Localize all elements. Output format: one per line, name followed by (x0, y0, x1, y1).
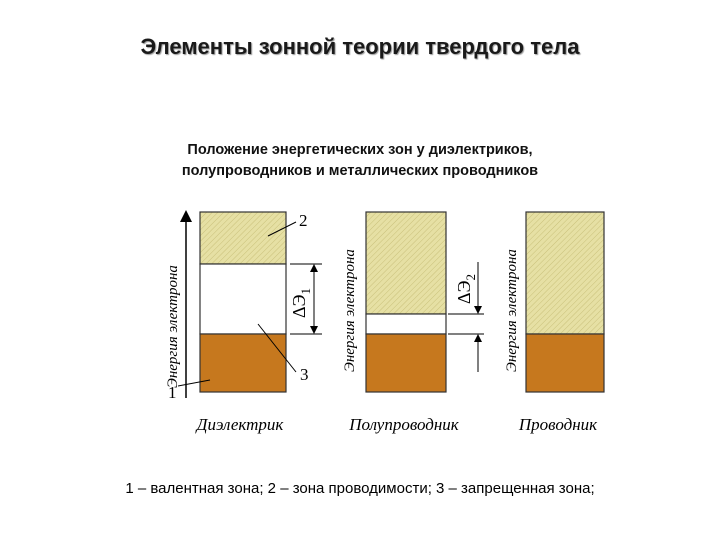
conduction-band-dielectric (199, 211, 287, 265)
gap-label-semiconductor: ΔЭ2 (454, 274, 478, 304)
legend-text: 1 – валентная зона; 2 – зона проводимост… (125, 480, 595, 497)
dielectric-diagram: Энергия электрона ΔЭ1 2 3 1 Диэлектрик (165, 210, 322, 434)
callout-leader-1 (177, 379, 211, 387)
diagram-subtitle: Положение энергетических зон у диэлектри… (90, 140, 630, 182)
callout-leader-3 (257, 323, 297, 373)
caption-dielectric: Диэлектрик (195, 415, 285, 434)
gap-symbol: ΔЭ (454, 280, 474, 304)
gap-subscript: 2 (463, 274, 478, 281)
conduction-band-semiconductor (365, 211, 447, 315)
caption-conductor: Проводник (518, 415, 598, 434)
gap-subscript: 1 (298, 288, 313, 295)
caption-semiconductor: Полупроводник (348, 415, 460, 434)
subtitle-line-2: полупроводников и металлических проводни… (181, 163, 539, 179)
subtitle-line-1: Положение энергетических зон у диэлектри… (187, 142, 533, 158)
conductor-diagram: Энергия электрона Проводник (504, 211, 605, 434)
energy-axis-label: Энергия электрона (504, 249, 520, 372)
gap-arrowhead-down (310, 326, 318, 334)
energy-axis-label: Энергия электрона (165, 265, 181, 388)
page-title: Элементы зонной теории твердого тела (140, 34, 580, 59)
gap-arrowhead-up (474, 334, 482, 342)
callout-leader-2 (267, 221, 297, 237)
forbidden-band-semiconductor (365, 313, 447, 335)
gap-symbol: ΔЭ (289, 294, 309, 318)
energy-axis-label: Энергия электрона (342, 249, 358, 372)
callout-2: 2 (299, 211, 308, 230)
semiconductor-diagram: Энергия электрона ΔЭ2 Полупроводник (342, 211, 484, 434)
callout-3: 3 (300, 365, 309, 384)
conduction-band-conductor (525, 211, 605, 335)
gap-arrowhead-up (310, 264, 318, 272)
valence-band-conductor (525, 333, 605, 393)
gap-label-dielectric: ΔЭ1 (289, 288, 313, 318)
valence-band-semiconductor (365, 333, 447, 393)
gap-arrowhead-down (474, 306, 482, 314)
valence-band-dielectric (199, 333, 287, 393)
callout-1: 1 (168, 383, 177, 402)
forbidden-band-dielectric (199, 263, 287, 335)
